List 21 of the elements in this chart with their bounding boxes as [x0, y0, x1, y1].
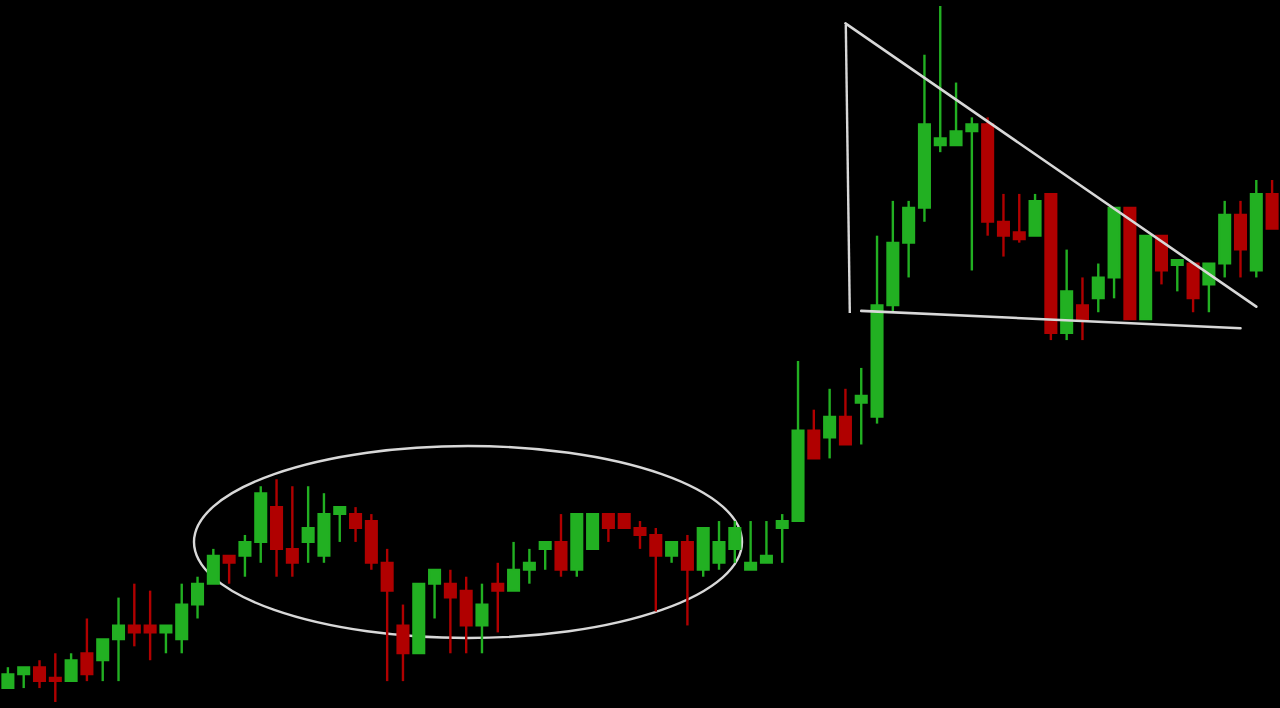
candlestick — [1233, 199, 1248, 279]
candlestick — [222, 554, 236, 585]
candlestick — [1060, 248, 1074, 342]
candlestick — [1075, 276, 1089, 342]
candlestick — [1154, 234, 1169, 286]
candlestick — [475, 582, 489, 655]
candlestick — [1028, 192, 1042, 237]
candlestick — [554, 512, 568, 578]
candlestick — [807, 408, 821, 460]
candlestick — [823, 387, 837, 460]
candlestick — [665, 540, 679, 564]
candlestick — [1265, 178, 1279, 230]
candlestick — [396, 603, 410, 683]
candlestick — [491, 561, 505, 634]
candlestick — [1186, 262, 1200, 314]
candlestick — [1170, 258, 1184, 293]
candlestick — [680, 533, 694, 627]
candlestick — [838, 387, 852, 446]
candlestick — [80, 617, 94, 683]
candlestick — [538, 540, 552, 571]
candlestick — [64, 652, 78, 683]
